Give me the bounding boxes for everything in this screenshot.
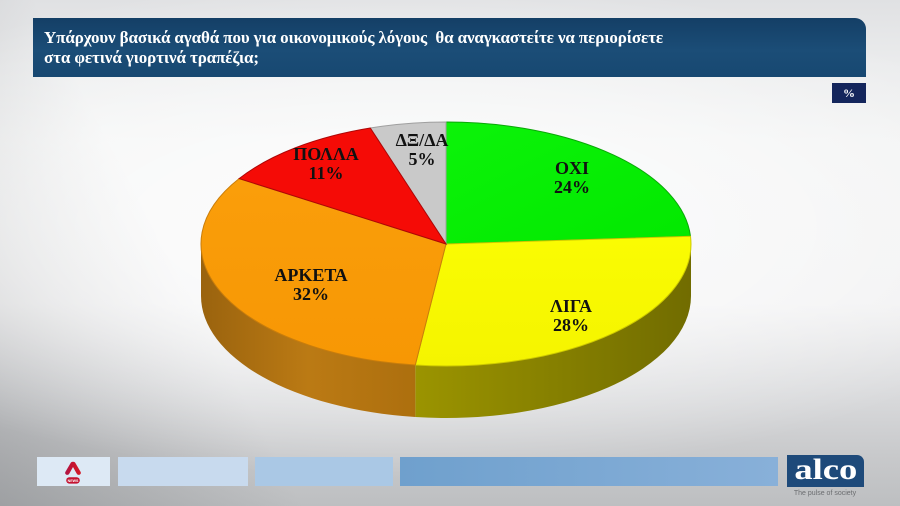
svg-text:NEWS: NEWS [68, 479, 79, 483]
